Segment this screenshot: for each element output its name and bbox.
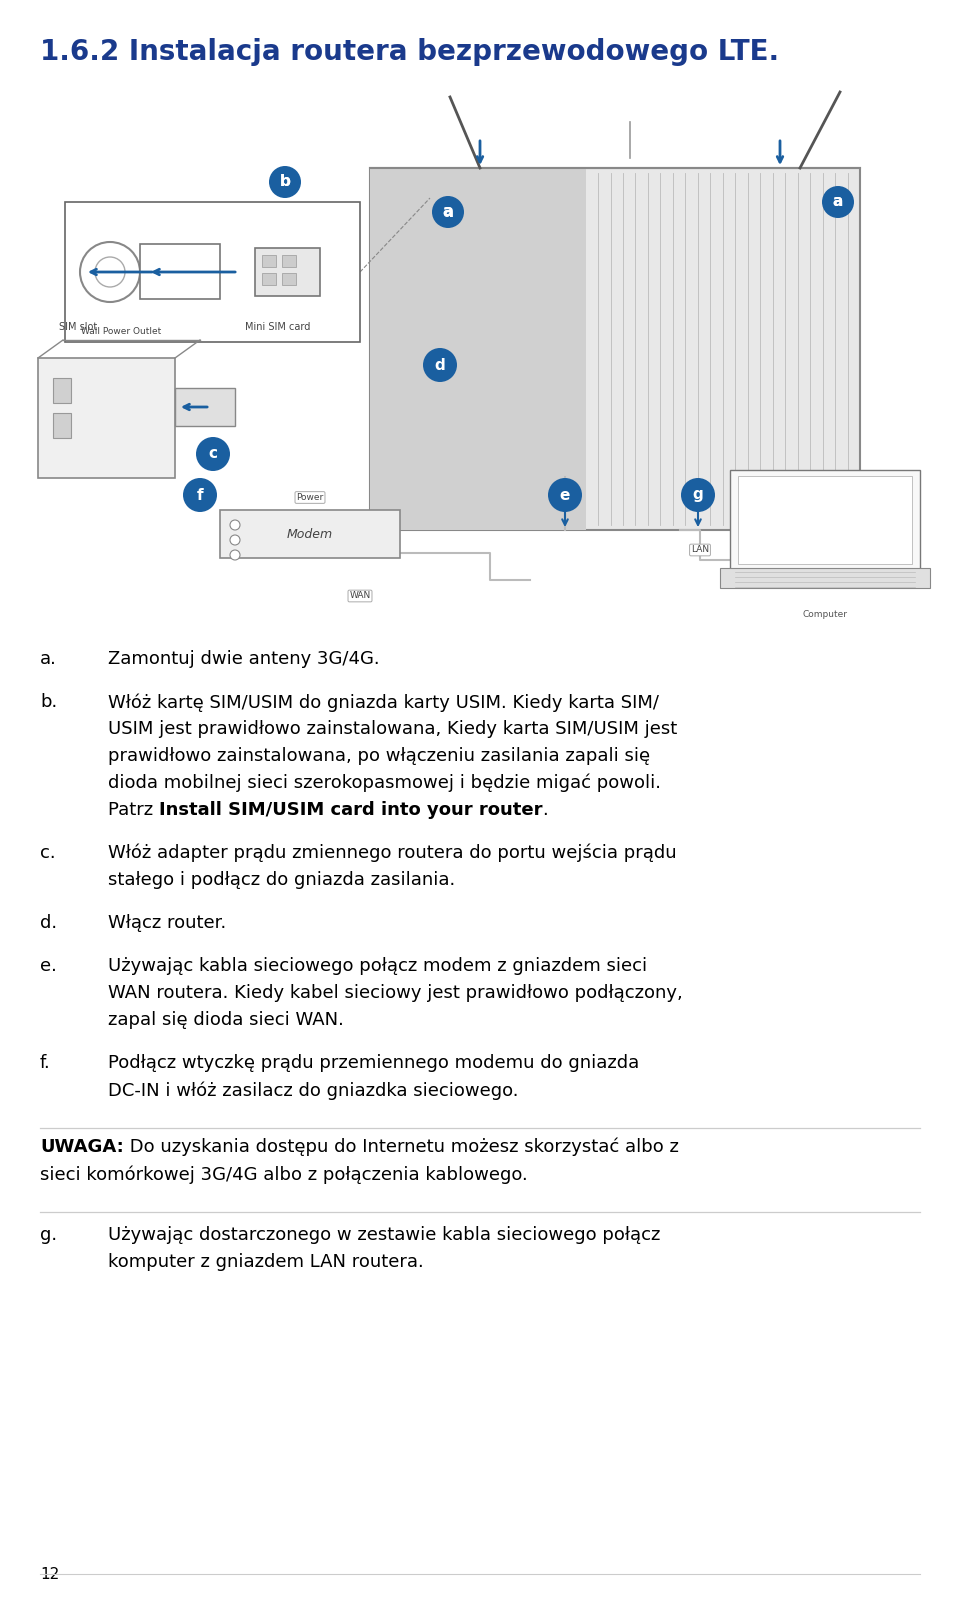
Bar — [738, 475, 912, 564]
Bar — [370, 169, 586, 530]
Text: sieci komórkowej 3G/4G albo z połączenia kablowego.: sieci komórkowej 3G/4G albo z połączenia… — [40, 1165, 528, 1184]
Circle shape — [822, 187, 854, 217]
Text: Install SIM/USIM card into your router: Install SIM/USIM card into your router — [158, 801, 542, 819]
Bar — [38, 358, 175, 478]
Text: Computer: Computer — [803, 610, 848, 620]
Circle shape — [80, 242, 140, 302]
Bar — [282, 272, 296, 285]
Text: 12: 12 — [40, 1567, 60, 1581]
Text: 1.6.2 Instalacja routera bezprzewodowego LTE.: 1.6.2 Instalacja routera bezprzewodowego… — [40, 37, 780, 67]
Text: UWAGA:: UWAGA: — [40, 1139, 124, 1156]
Text: Włącz router.: Włącz router. — [108, 915, 227, 933]
Text: stałego i podłącz do gniazda zasilania.: stałego i podłącz do gniazda zasilania. — [108, 871, 455, 889]
Text: SIM slot: SIM slot — [59, 323, 97, 333]
Circle shape — [423, 349, 457, 383]
Bar — [255, 248, 320, 295]
Text: DC-IN i włóż zasilacz do gniazdka sieciowego.: DC-IN i włóż zasilacz do gniazdka siecio… — [108, 1080, 518, 1100]
Text: Używając kabla sieciowego połącz modem z gniazdem sieci: Używając kabla sieciowego połącz modem z… — [108, 957, 647, 975]
Text: Mini SIM card: Mini SIM card — [246, 323, 311, 333]
Bar — [370, 169, 860, 530]
Text: WAN: WAN — [349, 592, 371, 600]
Text: Wall Power Outlet: Wall Power Outlet — [82, 328, 161, 336]
Text: LAN: LAN — [691, 545, 709, 555]
Text: b: b — [279, 175, 291, 190]
Bar — [140, 243, 220, 298]
Text: Do uzyskania dostępu do Internetu możesz skorzystać albo z: Do uzyskania dostępu do Internetu możesz… — [124, 1139, 679, 1156]
Circle shape — [432, 196, 464, 229]
Text: Modem: Modem — [287, 527, 333, 540]
Circle shape — [95, 256, 125, 287]
Circle shape — [230, 521, 240, 530]
Text: b: b — [279, 175, 291, 190]
Text: .: . — [542, 801, 548, 819]
Text: f: f — [197, 488, 204, 503]
Text: e.: e. — [40, 957, 57, 975]
Circle shape — [196, 436, 230, 470]
Circle shape — [183, 478, 217, 513]
Text: Włóż kartę SIM/USIM do gniazda karty USIM. Kiedy karta SIM/: Włóż kartę SIM/USIM do gniazda karty USI… — [108, 693, 659, 712]
Bar — [730, 470, 920, 569]
Text: g: g — [692, 488, 704, 503]
Circle shape — [230, 550, 240, 560]
Text: a: a — [833, 195, 843, 209]
Text: f.: f. — [40, 1054, 51, 1072]
Text: a.: a. — [40, 650, 57, 668]
Circle shape — [269, 165, 301, 198]
Bar — [262, 272, 276, 285]
Bar — [282, 255, 296, 268]
Text: Patrz: Patrz — [108, 801, 158, 819]
Circle shape — [548, 478, 582, 513]
Text: a: a — [833, 195, 843, 209]
Bar — [53, 378, 71, 402]
Text: dioda mobilnej sieci szerokopasmowej i będzie migać powoli.: dioda mobilnej sieci szerokopasmowej i b… — [108, 774, 661, 793]
Bar — [175, 388, 235, 427]
Text: WAN routera. Kiedy kabel sieciowy jest prawidłowo podłączony,: WAN routera. Kiedy kabel sieciowy jest p… — [108, 985, 683, 1002]
Text: Power: Power — [297, 493, 324, 501]
Text: Zamontuj dwie anteny 3G/4G.: Zamontuj dwie anteny 3G/4G. — [108, 650, 379, 668]
Text: e: e — [560, 488, 570, 503]
Text: b.: b. — [40, 693, 58, 710]
Text: USIM jest prawidłowo zainstalowana, Kiedy karta SIM/USIM jest: USIM jest prawidłowo zainstalowana, Kied… — [108, 720, 677, 738]
Text: a: a — [443, 203, 453, 221]
Bar — [65, 203, 360, 342]
Text: prawidłowo zainstalowana, po włączeniu zasilania zapali się: prawidłowo zainstalowana, po włączeniu z… — [108, 748, 650, 766]
Circle shape — [681, 478, 715, 513]
Text: Podłącz wtyczkę prądu przemiennego modemu do gniazda: Podłącz wtyczkę prądu przemiennego modem… — [108, 1054, 639, 1072]
Bar — [53, 414, 71, 438]
Text: zapal się dioda sieci WAN.: zapal się dioda sieci WAN. — [108, 1011, 344, 1028]
Text: c.: c. — [40, 843, 56, 861]
Text: a: a — [443, 204, 453, 219]
Text: Używając dostarczonego w zestawie kabla sieciowego połącz: Używając dostarczonego w zestawie kabla … — [108, 1226, 660, 1244]
Text: g.: g. — [40, 1226, 58, 1244]
Text: d: d — [435, 357, 445, 373]
Text: d.: d. — [40, 915, 58, 933]
Bar — [262, 255, 276, 268]
Bar — [720, 568, 930, 589]
Text: c: c — [208, 446, 218, 462]
Circle shape — [230, 535, 240, 545]
Text: komputer z gniazdem LAN routera.: komputer z gniazdem LAN routera. — [108, 1254, 423, 1272]
Text: Włóż adapter prądu zmiennego routera do portu wejścia prądu: Włóż adapter prądu zmiennego routera do … — [108, 843, 677, 863]
Bar — [220, 509, 400, 558]
